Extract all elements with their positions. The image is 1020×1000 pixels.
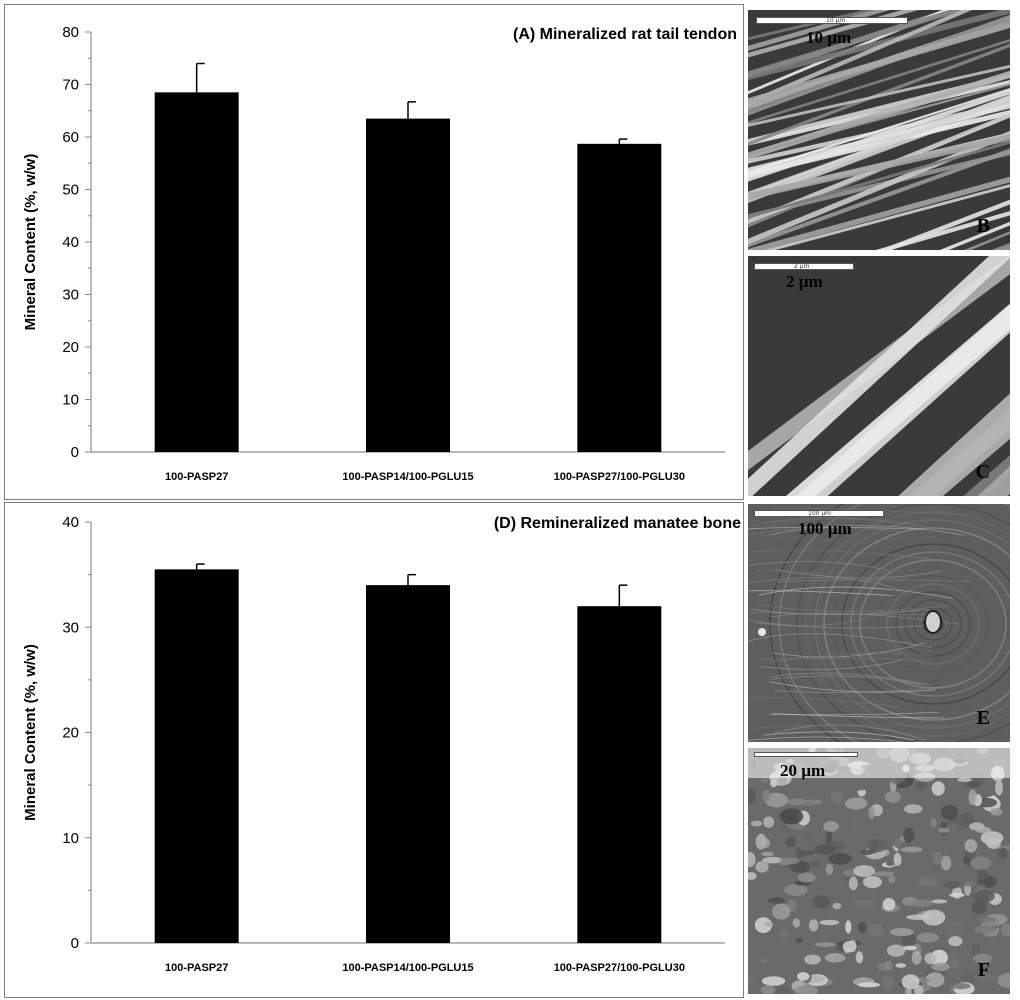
chart-a-y-tick-label: 0 [71, 444, 79, 461]
micrograph-f-letter: F [977, 959, 990, 981]
chart-a-category-label: 100-PASP14/100-PGLU15 [342, 471, 473, 483]
chart-d-y-tick-label: 30 [62, 619, 79, 636]
micrograph-b-scalebar [756, 17, 908, 24]
chart-d: 0 10 20 30 40 Mineral Content (%, w/w) (D) Rem… [22, 514, 741, 974]
chart-a-title: (A) Mineralized rat tail tendon [513, 26, 737, 43]
chart-a-bar [154, 92, 239, 452]
chart-d-category-label: 100-PASP27/100-PGLU30 [554, 962, 685, 974]
micrograph-b: 10 µm 10 µm B [748, 10, 1010, 250]
micrograph-c-image [748, 256, 1010, 496]
micrograph-b-letter: B [976, 215, 990, 237]
micrograph-c-scalebar [754, 263, 854, 270]
micrograph-b-image [748, 10, 1010, 250]
chart-a-y-tick-label: 40 [62, 234, 79, 251]
chart-a-y-axis-label: Mineral Content (%, w/w) [22, 154, 39, 331]
micrograph-c: 2 µm 2 µm C [748, 256, 1010, 496]
chart-d-category-label: 100-PASP14/100-PGLU15 [342, 962, 473, 974]
chart-a-category-label: 100-PASP27 [165, 471, 228, 483]
chart-d-y-tick-label: 0 [71, 935, 79, 952]
chart-d-y-axis-label: Mineral Content (%, w/w) [22, 644, 39, 821]
micrograph-c-letter: C [975, 461, 990, 483]
micrograph-e: 100 µm 100 µm E [748, 504, 1010, 742]
micrograph-e-scalebar [754, 510, 884, 517]
chart-a: 0 10 20 30 40 50 60 70 80 Mineral Content (%, w/w… [22, 24, 737, 483]
micrograph-c-scalebar-small-label: 2 µm [794, 263, 810, 270]
chart-panel-d: 0 10 20 30 40 Mineral Content (%, w/w) (D) Rem… [4, 502, 744, 998]
chart-a-category-label: 100-PASP27/100-PGLU30 [554, 471, 685, 483]
micrograph-e-scalebar-label: 100 µm [798, 519, 852, 538]
micrograph-b-scalebar-small-label: 10 µm [826, 17, 846, 24]
micrograph-f-image [748, 748, 1010, 994]
micrograph-f-scalebar [754, 752, 858, 757]
chart-d-y-tick-label: 10 [62, 830, 79, 847]
micrograph-f: 20 µm F [748, 748, 1010, 994]
chart-a-y-tick-label: 20 [62, 339, 79, 356]
chart-a-bar [577, 143, 662, 452]
micrograph-e-image [748, 504, 1010, 742]
chart-panel-a: 0 10 20 30 40 50 60 70 80 Mineral Content (%, w/w… [4, 4, 744, 500]
chart-d-category-label: 100-PASP27 [165, 962, 228, 974]
micrograph-e-scalebar-small-label: 100 µm [808, 510, 832, 517]
chart-d-title: (D) Remineralized manatee bone [494, 515, 741, 532]
chart-a-y-tick-label: 50 [62, 182, 79, 199]
chart-a-bar [366, 118, 450, 452]
chart-a-y-tick-label: 60 [62, 129, 79, 146]
chart-a-y-tick-label: 80 [62, 24, 79, 41]
chart-d-y-tick-label: 20 [62, 725, 79, 742]
micrograph-e-letter: E [976, 707, 990, 729]
micrograph-b-scalebar-label: 10 µm [806, 28, 852, 47]
micrograph-f-scalebar-label: 20 µm [780, 761, 826, 780]
chart-d-bar [154, 569, 239, 943]
micrograph-c-scalebar-label: 2 µm [786, 272, 823, 291]
chart-d-y-tick-label: 40 [62, 514, 79, 531]
chart-a-y-tick-label: 70 [62, 77, 79, 94]
chart-d-bar [366, 585, 450, 943]
chart-a-y-tick-label: 30 [62, 287, 79, 304]
chart-d-bar [577, 606, 662, 943]
chart-a-y-tick-label: 10 [62, 392, 79, 409]
